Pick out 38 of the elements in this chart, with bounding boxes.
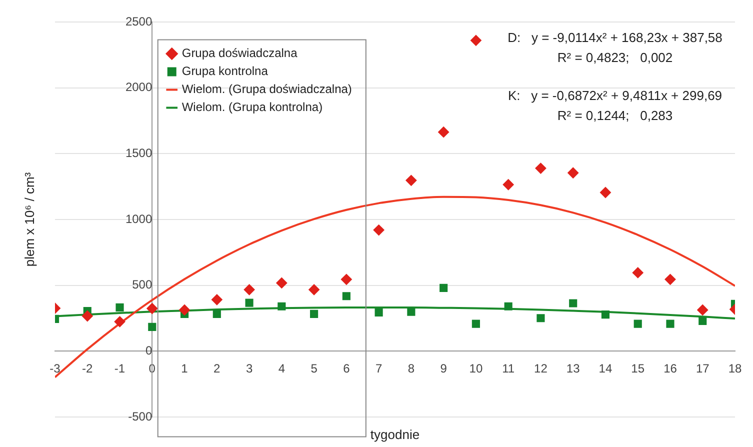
x-tick-label: 12 <box>534 362 548 376</box>
y-tick-label: 1000 <box>125 212 152 226</box>
legend-label: Wielom. (Grupa doświadczalna) <box>182 82 352 96</box>
x-tick-label: 16 <box>664 362 678 376</box>
x-tick-label: 9 <box>440 362 448 376</box>
x-tick-label: 15 <box>631 362 645 376</box>
y-tick-label: 0 <box>145 343 152 358</box>
x-tick-label: 3 <box>246 362 253 376</box>
legend-label: Grupa doświadczalna <box>182 46 298 60</box>
legend-label: Grupa kontrolna <box>182 64 268 78</box>
x-tick-label: 10 <box>469 362 483 376</box>
annotation: R² = 0,1244; 0,283 <box>557 108 673 123</box>
x-tick-label: 4 <box>278 362 286 376</box>
annotation: D: y = -9,0114x² + 168,23x + 387,58 <box>508 30 722 45</box>
x-tick-label: 5 <box>310 362 318 376</box>
x-tick-label: 6 <box>343 362 350 376</box>
annotation: R² = 0,4823; 0,002 <box>557 50 673 65</box>
y-tick-label: 2500 <box>125 14 152 28</box>
x-tick-label: 8 <box>408 362 415 376</box>
x-tick-label: 2 <box>214 362 221 376</box>
y-tick-label: 500 <box>132 278 152 292</box>
annotation: K: y = -0,6872x² + 9,4811x + 299,69 <box>508 88 722 103</box>
y-tick-label: 2000 <box>125 80 152 94</box>
x-tick-label: -2 <box>82 362 94 376</box>
x-tick-label: 7 <box>375 362 382 376</box>
x-tick-label: -3 <box>50 362 61 376</box>
x-axis-title: tygodnie <box>370 427 420 442</box>
x-tick-label: 1 <box>181 362 188 376</box>
x-tick-label: -1 <box>114 362 126 376</box>
y-axis-title: plem x 10⁶ / cm³ <box>22 172 37 267</box>
x-tick-label: 14 <box>598 362 612 376</box>
x-tick-label: 18 <box>728 362 742 376</box>
legend-label: Wielom. (Grupa kontrolna) <box>182 100 323 114</box>
y-tick-label: -500 <box>128 409 152 424</box>
x-tick-label: 17 <box>696 362 710 376</box>
x-tick-label: 11 <box>502 362 515 376</box>
y-tick-label: 1500 <box>125 146 152 160</box>
x-tick-label: 13 <box>566 362 580 376</box>
